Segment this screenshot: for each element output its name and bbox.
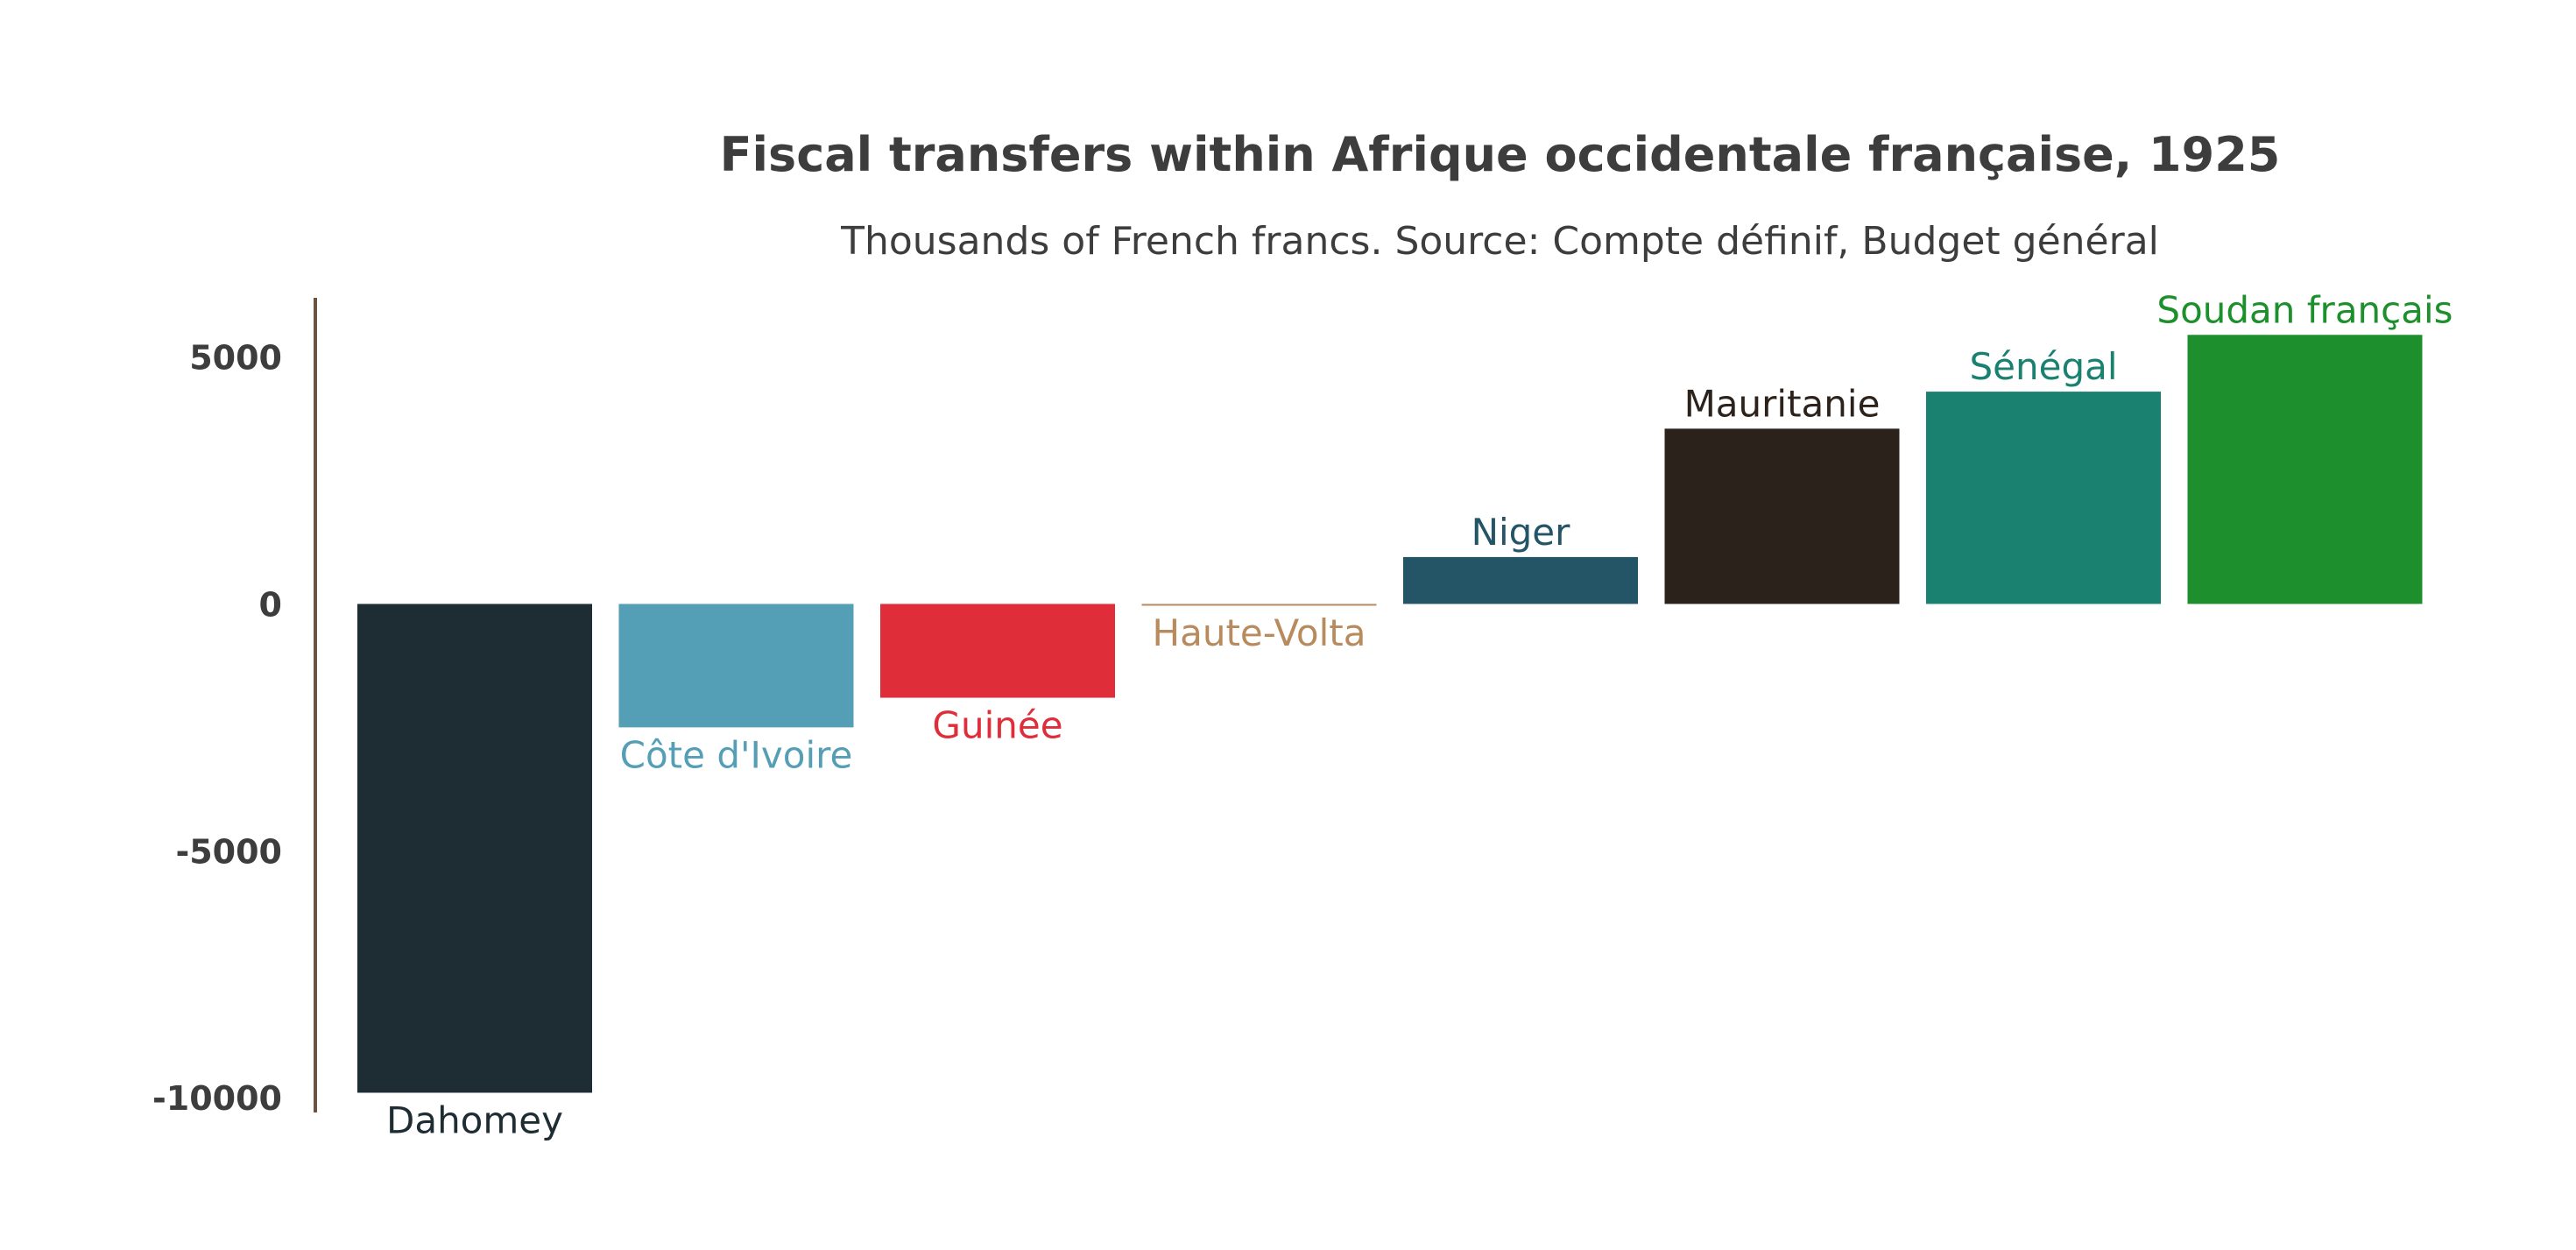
bar — [2187, 335, 2423, 604]
bar-category-label: Niger — [1471, 511, 1571, 554]
bar-category-label: Mauritanie — [1684, 382, 1881, 425]
bar-category-label: Côte d'Ivoire — [620, 733, 853, 776]
bar — [357, 604, 592, 1093]
bar — [1141, 604, 1377, 606]
bar-category-label: Dahomey — [386, 1098, 563, 1141]
bars — [357, 335, 2423, 1093]
y-tick-label: -10000 — [152, 1079, 282, 1118]
y-axis-ticks: -10000 -5000 0 5000 — [152, 339, 282, 1118]
chart-title: Fiscal transfers within Afrique occident… — [719, 127, 2281, 182]
y-tick-label: -5000 — [175, 832, 282, 871]
chart-subtitle: Thousands of French francs. Source: Comp… — [841, 219, 2159, 264]
y-tick-label: 5000 — [189, 339, 282, 378]
bar-category-label: Guinée — [932, 704, 1062, 747]
bar-category-label: Haute-Volta — [1153, 611, 1366, 654]
bar — [618, 604, 854, 728]
y-tick-label: 0 — [259, 585, 282, 624]
bar — [1664, 428, 1900, 604]
bar — [1403, 556, 1638, 604]
bar-category-label: Soudan français — [2156, 288, 2452, 331]
bar — [880, 604, 1115, 698]
bar-labels: Dahomey Côte d'Ivoire Guinée Haute-Volta Nig… — [386, 288, 2453, 1141]
bar — [1926, 392, 2161, 604]
bar-category-label: Sénégal — [1969, 345, 2117, 388]
